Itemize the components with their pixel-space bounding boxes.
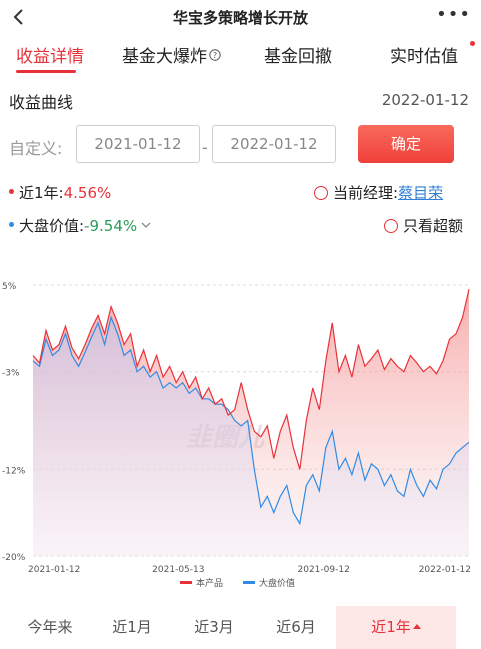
period-label: 近1月	[112, 618, 152, 636]
excess-label: 只看超额	[403, 217, 464, 235]
start-date-input[interactable]: 2021-01-12	[76, 125, 200, 163]
chevron-down-icon[interactable]	[141, 220, 151, 230]
chevron-left-icon[interactable]	[8, 6, 30, 28]
active-tab-indicator	[16, 70, 76, 73]
period-label: 近1年	[371, 618, 411, 636]
svg-text:?: ?	[213, 51, 217, 60]
fund-return-value: 4.56%	[63, 184, 112, 202]
manager-stat: 当前经理:蔡目荣	[314, 182, 443, 203]
period-label: 近6月	[276, 618, 316, 636]
caret-up-icon	[412, 624, 421, 629]
period-selector: 今年来 近1月 近3月 近6月 近1年	[0, 606, 481, 649]
section-title: 收益曲线	[9, 93, 74, 112]
fund-return-stat: 近1年:4.56%	[9, 182, 111, 203]
confirm-button[interactable]: 确定	[358, 125, 454, 163]
benchmark-stat[interactable]: 大盘价值:-9.54%	[9, 215, 151, 236]
legend-label: 本产品	[196, 577, 223, 589]
radio-circle-icon[interactable]	[314, 186, 328, 200]
x-tick-label: 2021-05-13	[152, 565, 204, 575]
fund-return-label: 近1年:	[19, 184, 64, 202]
period-ytd[interactable]: 今年来	[8, 606, 92, 649]
fund-dot-icon	[9, 189, 14, 194]
x-tick-label: 2021-01-12	[28, 565, 80, 575]
range-separator: -	[202, 138, 208, 157]
page-title: 华宝多策略增长开放	[172, 9, 308, 27]
period-label: 近3月	[194, 618, 234, 636]
tab-fund-drawdown[interactable]: 基金回撤	[264, 42, 332, 67]
period-6m[interactable]: 近6月	[254, 606, 338, 649]
benchmark-value: -9.54%	[84, 217, 138, 235]
x-tick-label: 2022-01-12	[419, 565, 471, 575]
y-tick-label: 5%	[2, 282, 17, 292]
x-tick-label: 2021-09-12	[298, 565, 350, 575]
nav-bar: 华宝多策略增长开放 •••	[0, 0, 481, 34]
end-date-input[interactable]: 2022-01-12	[212, 125, 336, 163]
tab-label: 基金大爆炸	[122, 47, 207, 67]
legend-swatch	[180, 581, 192, 584]
legend-label: 大盘价值	[259, 577, 295, 589]
benchmark-line	[32, 315, 470, 526]
y-tick-label: -20%	[2, 553, 26, 563]
period-3m[interactable]: 近3月	[172, 606, 256, 649]
more-dots-icon[interactable]: •••	[436, 4, 471, 25]
period-1m[interactable]: 近1月	[90, 606, 174, 649]
tab-bar: 收益详情 基金大爆炸? 基金回撤 实时估值	[0, 36, 481, 76]
chart-legend: 本产品 大盘价值	[180, 577, 295, 589]
manager-link[interactable]: 蔡目荣	[398, 184, 444, 202]
excess-toggle[interactable]: 只看超额	[384, 215, 463, 236]
tab-earnings-detail[interactable]: 收益详情	[16, 42, 84, 67]
custom-range-label: 自定义:	[9, 139, 63, 158]
manager-label: 当前经理:	[333, 184, 399, 202]
benchmark-dot-icon	[9, 222, 14, 227]
radio-circle-icon[interactable]	[384, 219, 398, 233]
tab-label: 收益详情	[16, 47, 84, 67]
benchmark-area	[33, 317, 469, 556]
tab-realtime-estimate[interactable]: 实时估值	[390, 42, 458, 67]
section-date: 2022-01-12	[381, 91, 469, 109]
period-label: 今年来	[27, 618, 73, 636]
info-circle-icon[interactable]: ?	[209, 49, 221, 61]
tab-fund-explosion[interactable]: 基金大爆炸?	[122, 42, 221, 67]
y-tick-label: -12%	[2, 466, 26, 476]
tab-label: 实时估值	[390, 47, 458, 67]
tab-label: 基金回撤	[264, 47, 332, 67]
returns-chart: 韭圈儿 5%-3%-12%-20% 2021-01-122021-05-1320…	[2, 282, 471, 589]
benchmark-label: 大盘价值:	[19, 217, 85, 235]
legend-swatch	[243, 581, 255, 584]
y-tick-label: -3%	[2, 369, 20, 379]
fund-line	[32, 289, 470, 470]
badge-dot	[470, 41, 475, 46]
period-1y[interactable]: 近1年	[336, 606, 456, 649]
